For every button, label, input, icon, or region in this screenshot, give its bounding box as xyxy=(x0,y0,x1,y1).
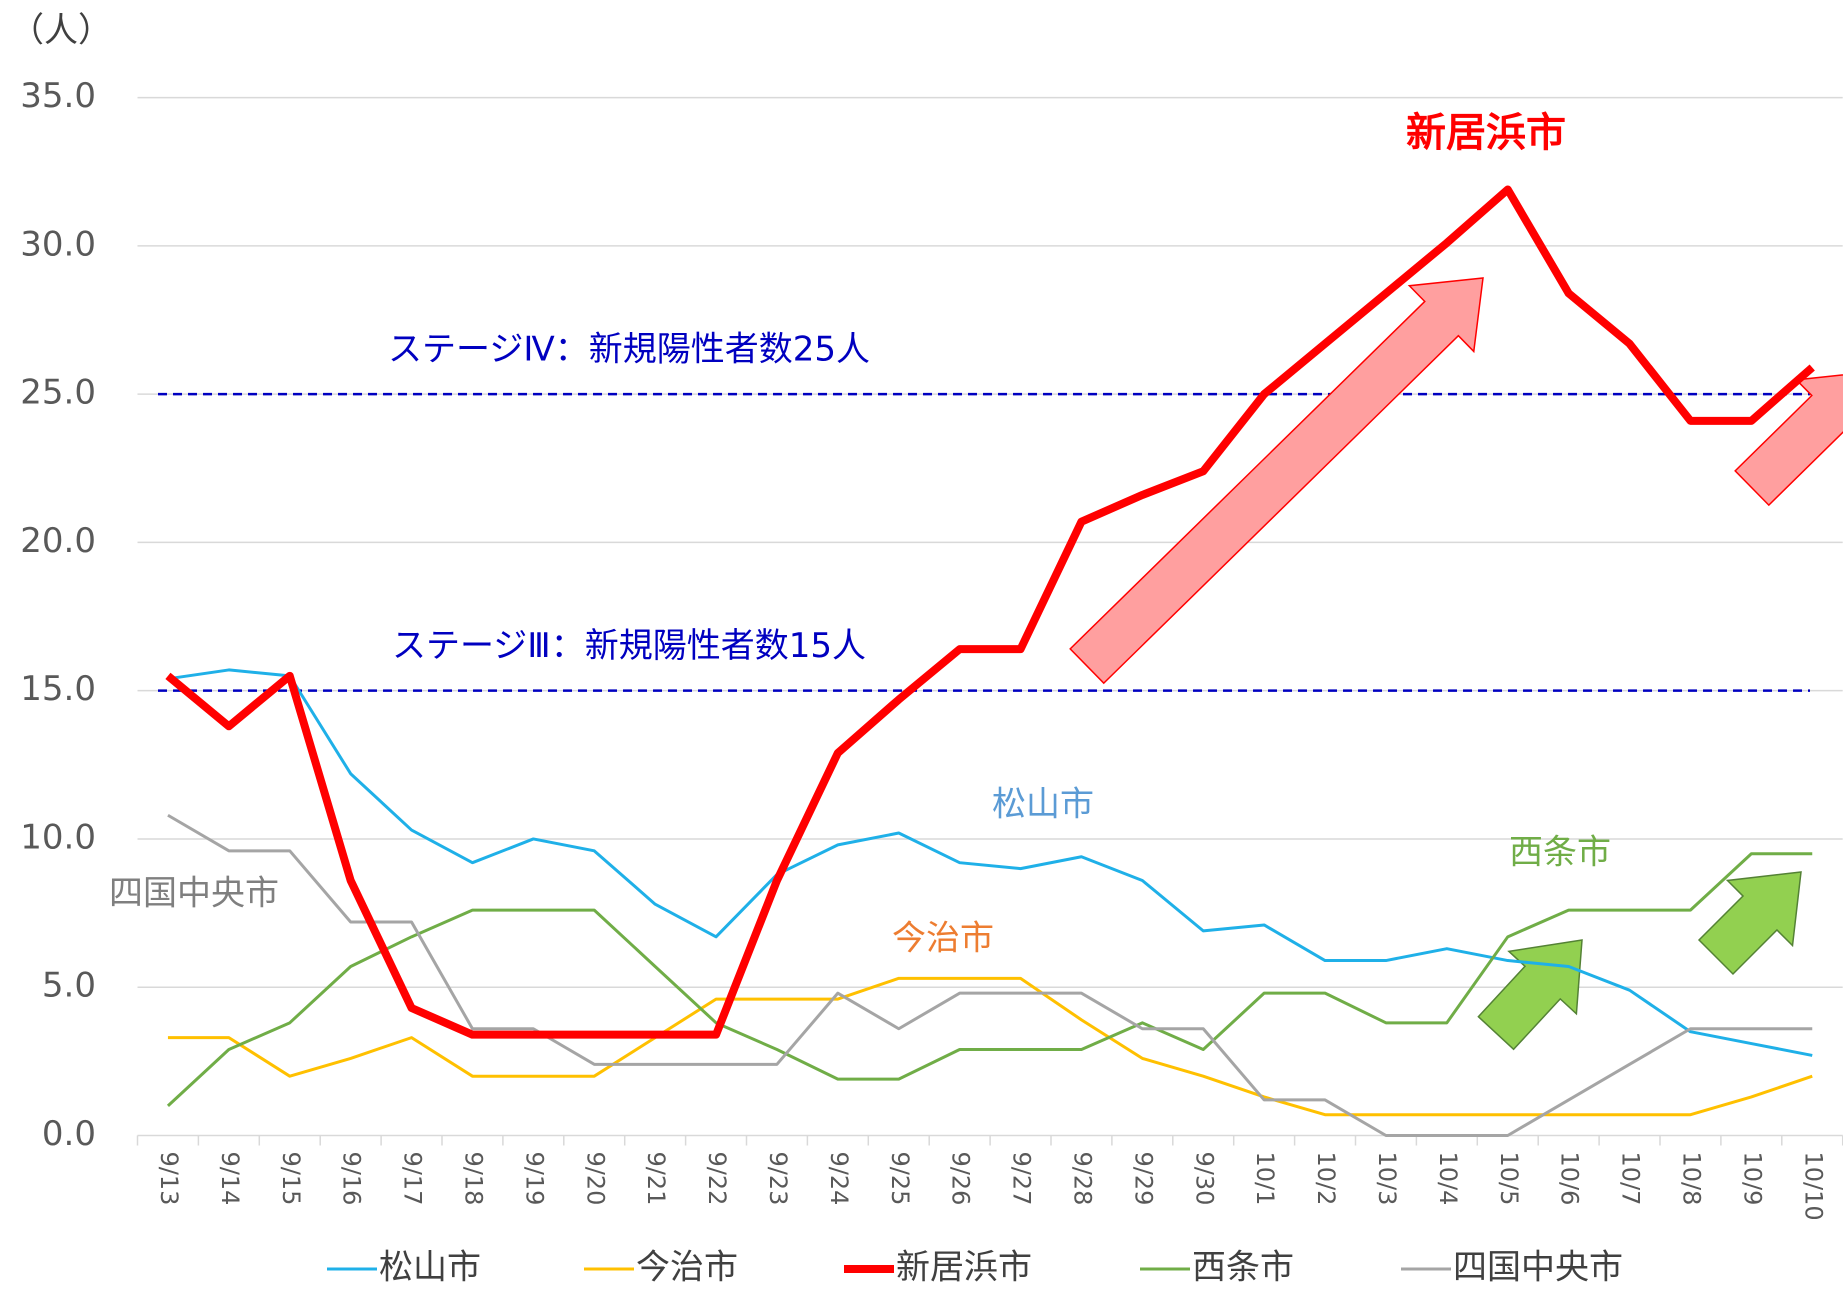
legend-label: 今治市 xyxy=(636,1248,738,1288)
x-tick-label: 9/24 xyxy=(825,1152,853,1206)
x-tick-label: 10/9 xyxy=(1738,1152,1766,1206)
y-tick-label: 35.0 xyxy=(20,76,96,116)
x-tick-label: 9/22 xyxy=(703,1152,731,1206)
annotation: 新居浜市 xyxy=(1406,110,1566,156)
x-tick-label: 10/6 xyxy=(1556,1152,1584,1206)
annotation: 今治市 xyxy=(892,919,994,959)
x-tick-label: 10/1 xyxy=(1251,1152,1279,1206)
x-tick-label: 9/13 xyxy=(155,1152,183,1206)
y-tick-label: 10.0 xyxy=(20,817,96,857)
series-line xyxy=(165,185,1815,1039)
reference-label: ステージⅣ：新規陽性者数25人 xyxy=(388,330,870,370)
annotation: 松山市 xyxy=(992,785,1094,825)
x-tick-label: 9/16 xyxy=(338,1152,366,1206)
x-tick-label: 9/25 xyxy=(886,1152,914,1206)
series-line xyxy=(167,976,1813,1117)
y-tick-label: 0.0 xyxy=(42,1114,96,1154)
arrow xyxy=(1734,374,1843,507)
x-tick-label: 10/4 xyxy=(1434,1152,1462,1206)
x-tick-label: 9/18 xyxy=(459,1152,487,1206)
arrow xyxy=(1697,871,1802,976)
x-tick-label: 9/27 xyxy=(1008,1152,1036,1206)
series-line xyxy=(167,668,1813,1057)
x-tick-label: 9/30 xyxy=(1190,1152,1218,1206)
series-line xyxy=(166,852,1813,1107)
y-unit: （人） xyxy=(10,11,112,51)
y-tick-label: 15.0 xyxy=(20,669,96,709)
annotation: 四国中央市 xyxy=(109,874,279,914)
y-tick-label: 30.0 xyxy=(20,224,96,264)
arrow xyxy=(1477,939,1583,1051)
x-tick-label: 9/20 xyxy=(581,1152,609,1206)
x-tick-label: 9/15 xyxy=(277,1152,305,1206)
x-tick-label: 9/26 xyxy=(947,1152,975,1206)
legend-label: 松山市 xyxy=(379,1248,481,1288)
x-tick-label: 10/2 xyxy=(1312,1152,1340,1206)
x-tick-label: 10/10 xyxy=(1799,1152,1827,1221)
x-tick-label: 9/14 xyxy=(216,1152,244,1206)
y-tick-label: 5.0 xyxy=(42,966,96,1006)
legend-label: 西条市 xyxy=(1192,1248,1294,1288)
x-tick-label: 9/19 xyxy=(520,1152,548,1206)
x-tick-label: 10/8 xyxy=(1677,1152,1705,1206)
legend-label: 新居浜市 xyxy=(896,1248,1032,1288)
arrow xyxy=(1069,277,1484,685)
x-tick-label: 10/5 xyxy=(1495,1152,1523,1206)
y-tick-label: 25.0 xyxy=(20,373,96,413)
x-tick-label: 9/23 xyxy=(764,1152,792,1206)
x-tick-label: 10/7 xyxy=(1617,1152,1645,1206)
series-line xyxy=(167,813,1813,1137)
x-tick-label: 9/29 xyxy=(1129,1152,1157,1206)
legend-label: 四国中央市 xyxy=(1453,1248,1623,1288)
y-tick-label: 20.0 xyxy=(20,521,96,561)
x-tick-label: 10/3 xyxy=(1373,1152,1401,1206)
x-tick-label: 9/17 xyxy=(399,1152,427,1206)
reference-label: ステージⅢ：新規陽性者数15人 xyxy=(392,626,866,666)
x-tick-label: 9/21 xyxy=(642,1152,670,1206)
annotation: 西条市 xyxy=(1509,833,1611,873)
x-tick-label: 9/28 xyxy=(1068,1152,1096,1206)
